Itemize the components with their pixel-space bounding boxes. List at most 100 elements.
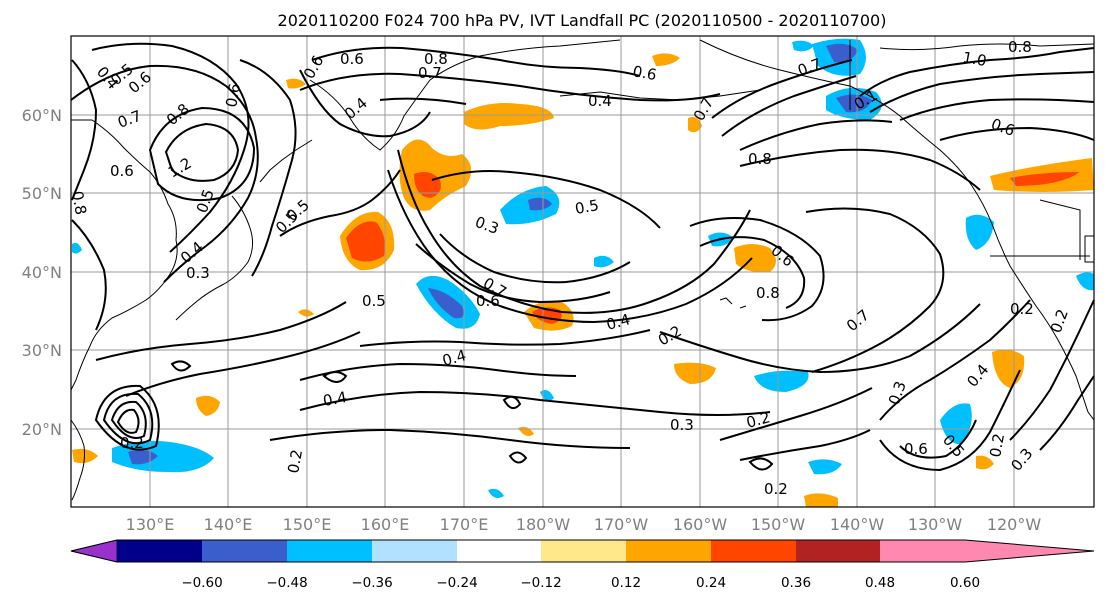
pv-contour — [415, 243, 611, 304]
colorbar-tick-label: −0.60 — [181, 575, 222, 591]
pv-contour — [299, 390, 771, 416]
ivt-negative-region — [594, 255, 614, 268]
pv-contour — [116, 408, 140, 434]
pv-contour — [879, 299, 1031, 421]
lat-label: 60°N — [22, 106, 62, 125]
pv-contour — [148, 106, 256, 202]
contour-label: 0.3 — [670, 416, 694, 434]
colorbar-segment — [626, 540, 711, 562]
pv-contour — [689, 217, 825, 322]
pv-contour — [71, 59, 98, 201]
pv-contour — [322, 371, 348, 383]
contour-label: 0.8 — [756, 284, 780, 302]
pv-contour — [102, 392, 154, 445]
lat-label: 30°N — [22, 341, 62, 360]
contour-label: 0.6 — [110, 162, 134, 180]
ivt-negative-region — [1076, 272, 1094, 291]
pv-contour — [431, 170, 661, 229]
ivt-positive-region — [674, 362, 716, 384]
latitude-labels: 60°N 50°N 40°N 30°N 20°N — [22, 106, 62, 439]
contour-label: 0.6 — [222, 82, 244, 109]
contour-label: 0.8 — [424, 50, 448, 68]
coastline-asia — [70, 119, 178, 391]
ivt-negative-region — [940, 403, 972, 445]
coastlines — [70, 39, 1095, 501]
contour-label: 0.2 — [120, 434, 144, 452]
lon-label: 130°E — [126, 515, 175, 534]
lon-label: 140°W — [830, 515, 885, 534]
pv-contour — [91, 42, 250, 253]
ivt-negative-region — [754, 370, 809, 392]
contour-label: 0.4 — [440, 346, 468, 370]
pv-contour — [164, 122, 240, 182]
pv-contour — [387, 169, 753, 324]
colorbar — [70, 539, 1095, 563]
pv-contour — [299, 69, 431, 138]
contour-label: 0.3 — [186, 264, 210, 282]
contour-label: 0.2 — [1010, 300, 1034, 318]
contour-label: 0.5 — [574, 196, 601, 218]
colorbar-tick-label: 0.48 — [865, 575, 895, 591]
colorbar-segment — [117, 540, 202, 562]
pv-contour — [239, 59, 297, 277]
coastline-alaska — [699, 39, 993, 225]
pv-contour — [94, 384, 160, 451]
colorbar-segment — [202, 540, 287, 562]
pv-contour — [110, 400, 147, 439]
lat-label: 50°N — [22, 184, 62, 203]
lon-label: 140°E — [204, 515, 253, 534]
pv-contour — [508, 451, 528, 464]
colorbar-segment — [796, 540, 880, 562]
ivt-negative-region — [965, 214, 994, 250]
pv-contour — [1009, 299, 1095, 441]
ivt-positive-region — [804, 493, 838, 507]
pv-contour — [748, 457, 774, 471]
contour-label: 0.8 — [68, 190, 90, 217]
lon-label: 120°W — [987, 515, 1042, 534]
pv-contour — [439, 233, 631, 284]
colorbar-tick-label: −0.12 — [520, 575, 561, 591]
colorbar-tick-label: −0.36 — [351, 575, 392, 591]
contour-label: 0.6 — [476, 292, 500, 310]
contour-label: 0.6 — [631, 62, 658, 84]
pv-contour — [269, 428, 631, 449]
coastline-north-america — [991, 223, 1095, 421]
contour-label: 0.8 — [748, 150, 772, 168]
pv-contour — [869, 71, 1095, 113]
pv-contour — [721, 75, 857, 137]
colorbar-segment — [880, 540, 965, 562]
colorbar-tick-label: −0.24 — [436, 575, 477, 591]
pv-contour — [859, 47, 1095, 97]
pv-contour — [70, 64, 259, 283]
pv-contour — [739, 119, 893, 151]
colorbar-segment — [457, 540, 541, 562]
ivt-positive-region — [298, 309, 314, 317]
ivt-positive-region — [464, 103, 554, 130]
contour-label: 0.2 — [744, 408, 772, 432]
contour-label: 0.5 — [362, 292, 386, 310]
ivt-positive-region — [1010, 172, 1080, 186]
ivt-negative-region — [428, 288, 464, 319]
pv-contour — [170, 360, 192, 372]
contour-label: 0.4 — [322, 388, 349, 410]
ivt-negative-region — [72, 242, 82, 254]
pv-contour — [311, 46, 641, 77]
ivt-negative-region — [792, 40, 814, 52]
contour-label: 0.6 — [904, 440, 928, 458]
pv-contour — [739, 429, 871, 461]
pv-contour — [502, 395, 522, 410]
pv-contour — [939, 126, 1095, 141]
pv-contour — [719, 387, 873, 441]
pv-contour — [299, 362, 577, 381]
pv-contour — [899, 98, 1095, 121]
pv-contour — [379, 97, 467, 105]
coastline-aleutians — [559, 89, 761, 101]
contour-label: 1.0 — [961, 48, 988, 70]
pv-contour — [805, 207, 945, 373]
map-frame — [70, 35, 1095, 508]
lon-label: 150°E — [283, 515, 332, 534]
coastline-kamchatka — [309, 39, 621, 151]
contour-label: 0.7 — [418, 64, 442, 82]
colorbar-extend-high — [965, 540, 1094, 562]
